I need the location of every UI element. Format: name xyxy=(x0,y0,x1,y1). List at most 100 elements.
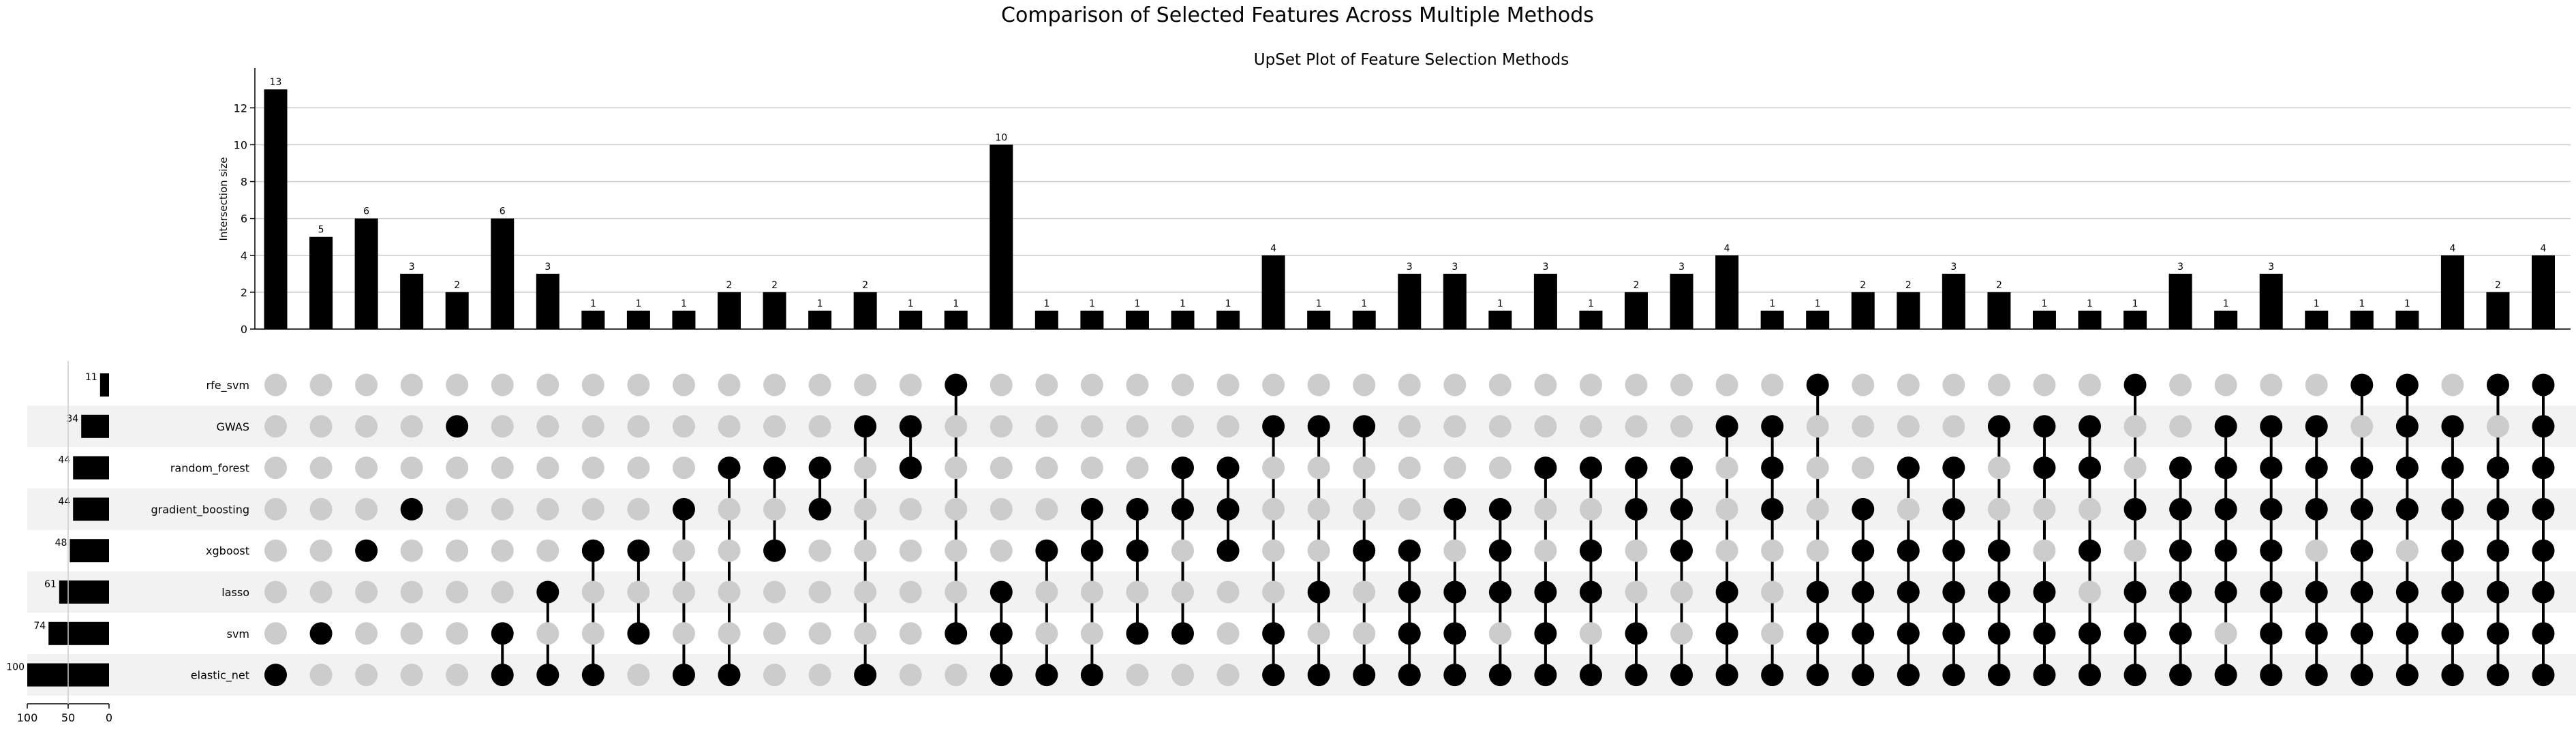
dot-inactive-43-svm xyxy=(2214,622,2237,645)
dot-inactive-11-svm xyxy=(763,622,786,645)
intersection-bar-label-0: 13 xyxy=(270,77,282,88)
dot-inactive-28-gradient_boosting xyxy=(1534,497,1557,521)
dot-inactive-4-xgboost xyxy=(446,539,469,562)
dot-active-46-rfe_svm xyxy=(2350,373,2374,397)
intersection-bar-8 xyxy=(626,310,650,329)
dot-active-10-random_forest xyxy=(718,456,741,480)
dot-inactive-43-rfe_svm xyxy=(2214,373,2237,397)
set-size-tick-label-50: 50 xyxy=(61,711,75,724)
dot-active-18-elastic_net xyxy=(1080,664,1103,687)
y-axis-label: Intersection size xyxy=(217,157,230,241)
intersection-bar-label-39: 1 xyxy=(2041,298,2047,309)
dot-active-36-random_forest xyxy=(1897,456,1920,480)
intersection-bar-47 xyxy=(2395,310,2419,329)
dot-inactive-31-rfe_svm xyxy=(1670,373,1693,397)
dot-inactive-4-rfe_svm xyxy=(446,373,469,397)
dot-inactive-38-random_forest xyxy=(1987,456,2010,480)
set-size-bar-rfe_svm xyxy=(99,373,109,397)
dot-inactive-15-xgboost xyxy=(945,539,968,562)
dot-active-7-elastic_net xyxy=(581,664,604,687)
intersection-bar-label-27: 1 xyxy=(1497,298,1503,309)
set-labels: rfe_svm GWAS random_forest gradient_boostin… xyxy=(151,379,249,683)
dot-inactive-9-lasso xyxy=(672,580,695,604)
dot-inactive-25-GWAS xyxy=(1398,415,1421,438)
dot-inactive-24-random_forest xyxy=(1353,456,1376,480)
dot-active-44-gradient_boosting xyxy=(2260,497,2283,521)
dot-inactive-33-svm xyxy=(1761,622,1784,645)
dot-active-49-xgboost xyxy=(2486,539,2509,562)
dot-inactive-14-lasso xyxy=(899,580,922,604)
dot-active-44-xgboost xyxy=(2260,539,2283,562)
intersection-bar-label-28: 3 xyxy=(1542,262,1548,273)
dot-active-47-elastic_net xyxy=(2395,664,2419,687)
intersection-bar-label-8: 1 xyxy=(635,298,641,309)
set-label-elastic_net: elastic_net xyxy=(191,669,249,683)
set-label-xgboost: xgboost xyxy=(206,544,249,557)
set-size-label-random_forest: 44 xyxy=(58,455,70,466)
dot-active-33-random_forest xyxy=(1761,456,1784,480)
dot-inactive-31-svm xyxy=(1670,622,1693,645)
dot-inactive-41-random_forest xyxy=(2123,456,2147,480)
intersection-bar-15 xyxy=(944,310,968,329)
dot-inactive-17-rfe_svm xyxy=(1035,373,1058,397)
intersection-bar-13 xyxy=(853,292,877,329)
dot-inactive-25-rfe_svm xyxy=(1398,373,1421,397)
dot-inactive-30-xgboost xyxy=(1625,539,1648,562)
y-tick-label-4: 4 xyxy=(241,249,247,262)
dot-inactive-45-rfe_svm xyxy=(2305,373,2328,397)
dot-active-49-lasso xyxy=(2486,580,2509,604)
dot-active-7-xgboost xyxy=(581,539,604,562)
dot-inactive-15-random_forest xyxy=(945,456,968,480)
intersection-bar-19 xyxy=(1125,310,1149,329)
dot-inactive-27-svm xyxy=(1488,622,1512,645)
dot-active-40-GWAS xyxy=(2079,415,2101,438)
dot-inactive-14-elastic_net xyxy=(899,664,922,687)
dot-active-39-elastic_net xyxy=(2033,664,2056,687)
dot-inactive-49-GWAS xyxy=(2486,415,2509,438)
dot-inactive-28-rfe_svm xyxy=(1534,373,1557,397)
dot-active-26-elastic_net xyxy=(1443,664,1467,687)
dot-inactive-40-gradient_boosting xyxy=(2079,497,2101,521)
dot-active-43-random_forest xyxy=(2214,456,2237,480)
dot-inactive-26-xgboost xyxy=(1443,539,1467,562)
dot-active-23-lasso xyxy=(1307,580,1330,604)
dot-active-37-random_forest xyxy=(1942,456,1965,480)
intersection-bar-16 xyxy=(990,144,1013,330)
dot-active-31-random_forest xyxy=(1670,456,1693,480)
dot-inactive-10-lasso xyxy=(718,580,741,604)
intersection-bar-label-5: 6 xyxy=(500,206,506,217)
dot-inactive-17-lasso xyxy=(1035,580,1058,604)
intersection-bar-20 xyxy=(1171,310,1195,329)
dot-active-23-GWAS xyxy=(1307,415,1330,438)
dot-inactive-3-elastic_net xyxy=(400,664,423,687)
set-size-bars: 11 34 44 44 48 61 74 100 xyxy=(6,372,109,687)
dot-inactive-15-elastic_net xyxy=(945,664,968,687)
intersection-bar-46 xyxy=(2350,310,2374,329)
dot-inactive-24-rfe_svm xyxy=(1353,373,1376,397)
intersection-bar-28 xyxy=(1533,273,1557,329)
intersection-bar-label-24: 1 xyxy=(1361,298,1367,309)
dot-inactive-8-random_forest xyxy=(627,456,650,480)
intersection-bar-label-30: 2 xyxy=(1634,280,1640,291)
dot-inactive-23-random_forest xyxy=(1307,456,1330,480)
dot-inactive-11-GWAS xyxy=(763,415,786,438)
intersection-bar-label-46: 1 xyxy=(2359,298,2365,309)
dot-active-44-GWAS xyxy=(2260,415,2283,438)
intersection-bar-34 xyxy=(1806,310,1830,329)
dot-active-11-random_forest xyxy=(763,456,786,480)
intersection-bar-9 xyxy=(672,310,696,329)
set-size-label-GWAS: 34 xyxy=(66,414,78,424)
dot-inactive-4-svm xyxy=(446,622,469,645)
dot-active-47-random_forest xyxy=(2395,456,2419,480)
intersection-bar-label-1: 5 xyxy=(318,225,324,236)
dot-active-33-gradient_boosting xyxy=(1761,497,1784,521)
intersection-bar-label-18: 1 xyxy=(1089,298,1095,309)
intersection-bar-14 xyxy=(899,310,923,329)
dot-inactive-13-xgboost xyxy=(854,539,877,562)
intersection-bar-40 xyxy=(2078,310,2102,329)
dot-active-47-rfe_svm xyxy=(2395,373,2419,397)
dot-active-50-lasso xyxy=(2532,580,2555,604)
dot-active-50-xgboost xyxy=(2532,539,2555,562)
intersection-bar-label-7: 1 xyxy=(590,298,596,309)
dot-active-4-GWAS xyxy=(446,415,469,438)
